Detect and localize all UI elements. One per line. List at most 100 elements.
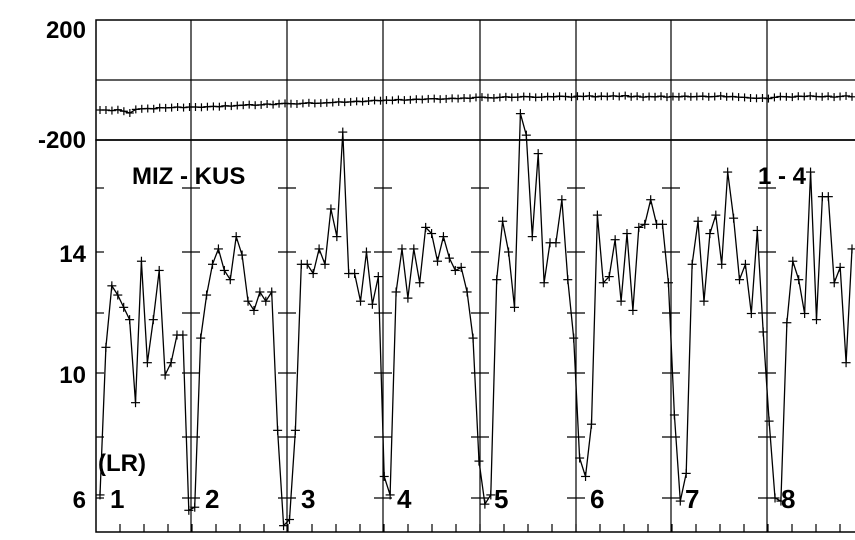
main-series-point-75 <box>539 278 549 288</box>
main-series-point-59 <box>444 253 454 263</box>
main-ytick-6: 6 <box>73 487 86 514</box>
main-series-point-95 <box>658 219 668 229</box>
segment-label-2: 2 <box>205 484 219 514</box>
top-series-point-87 <box>615 92 624 101</box>
main-series-point-36 <box>308 269 318 279</box>
main-series-point-38 <box>320 259 330 269</box>
main-series-point-117 <box>788 256 798 266</box>
main-series-point-52 <box>403 293 413 303</box>
main-series-point-81 <box>575 453 585 463</box>
main-series-point-78 <box>557 195 567 205</box>
top-series-point-20 <box>215 102 224 111</box>
main-series-point-45 <box>361 247 371 257</box>
top-ytick-200: 200 <box>46 17 86 44</box>
main-series-point-80 <box>569 333 579 343</box>
main-series-point-3 <box>113 290 123 300</box>
main-series-point-66 <box>486 490 496 500</box>
main-series-point-68 <box>498 216 508 226</box>
main-series-point-119 <box>800 309 810 318</box>
main-series-point-64 <box>474 456 484 466</box>
main-series-point-107 <box>729 213 739 223</box>
main-series-point-56 <box>427 229 437 239</box>
top-series-point-2 <box>107 106 116 115</box>
main-series-point-65 <box>480 499 490 509</box>
top-series-point-79 <box>567 93 576 102</box>
main-series-point-83 <box>586 419 596 429</box>
top-series-point-5 <box>125 109 134 117</box>
main-series-point-40 <box>332 232 342 242</box>
main-panel-dividers <box>190 140 768 532</box>
main-series-point-115 <box>776 496 786 506</box>
top-series-point-113 <box>770 93 779 102</box>
main-series-point-28 <box>261 296 271 306</box>
top-ytick-minus200: -200 <box>38 127 86 154</box>
top-series-point-76 <box>549 92 558 101</box>
segment-label-7: 7 <box>685 484 699 514</box>
top-series-point-52 <box>406 95 415 104</box>
main-series-point-73 <box>527 232 537 242</box>
main-ytick-10: 10 <box>59 362 86 389</box>
main-series-point-53 <box>409 244 419 254</box>
main-series-point-58 <box>438 232 448 242</box>
main-series-point-85 <box>598 278 608 288</box>
main-series-point-16 <box>190 502 200 512</box>
main-series-point-27 <box>255 287 265 297</box>
main-series-point-37 <box>314 244 324 254</box>
main-series-point-31 <box>279 521 289 531</box>
main-series-point-103 <box>705 229 715 239</box>
top-series-point-90 <box>633 92 642 101</box>
main-series-point-123 <box>823 192 833 202</box>
main-ytick-14: 14 <box>59 241 86 268</box>
main-series-point-118 <box>794 275 804 285</box>
main-series-point-47 <box>373 272 383 282</box>
main-series-point-110 <box>746 309 756 318</box>
top-series-point-4 <box>119 107 128 116</box>
main-series-point-124 <box>829 278 839 288</box>
main-series-point-12 <box>166 358 176 368</box>
top-series-point-97 <box>674 92 683 101</box>
main-series-point-96 <box>663 278 673 288</box>
main-series-point-10 <box>154 265 164 275</box>
main-series-point-54 <box>415 278 425 288</box>
main-series-point-111 <box>752 225 762 235</box>
main-series-point-97 <box>669 410 679 420</box>
station-pair-label: MIZ - KUS <box>132 163 245 190</box>
top-series-point-62 <box>466 94 475 103</box>
main-series-point-4 <box>119 302 129 312</box>
main-series-point-32 <box>284 515 294 525</box>
main-series-point-33 <box>290 425 300 435</box>
main-series-point-29 <box>267 287 277 297</box>
main-series-point-105 <box>717 259 727 269</box>
top-panel-dividers <box>190 20 768 140</box>
main-series-point-49 <box>385 490 395 500</box>
top-series-point-125 <box>842 91 851 100</box>
main-series-point-79 <box>563 275 573 285</box>
main-panel-ticks <box>96 187 841 532</box>
top-series-point-116 <box>788 93 797 102</box>
main-series-point-69 <box>504 247 514 257</box>
main-series-point-23 <box>231 232 241 242</box>
main-series-point-109 <box>740 259 750 269</box>
main-series-point-101 <box>693 216 703 226</box>
main-series-point-84 <box>592 210 602 220</box>
main-series-point-14 <box>178 330 188 340</box>
main-series-point-98 <box>675 496 685 506</box>
main-series-point-39 <box>326 204 336 214</box>
main-series-point-48 <box>379 471 389 481</box>
mode-label: (LR) <box>98 450 146 477</box>
top-series-point-101 <box>698 92 707 101</box>
segment-label-5: 5 <box>494 484 508 514</box>
top-panel: 200 -200 <box>38 17 855 154</box>
main-series-point-127 <box>847 244 855 254</box>
main-series-point-50 <box>391 287 401 297</box>
main-series-point-7 <box>136 256 146 266</box>
main-series-point-88 <box>616 296 626 306</box>
main-series-point-61 <box>456 262 466 272</box>
main-series-point-15 <box>184 505 194 515</box>
main-series-point-86 <box>604 272 614 282</box>
main-series-point-55 <box>421 222 431 232</box>
main-series-point-25 <box>243 296 253 306</box>
top-series-point-29 <box>269 100 278 109</box>
main-series-point-46 <box>367 299 377 309</box>
